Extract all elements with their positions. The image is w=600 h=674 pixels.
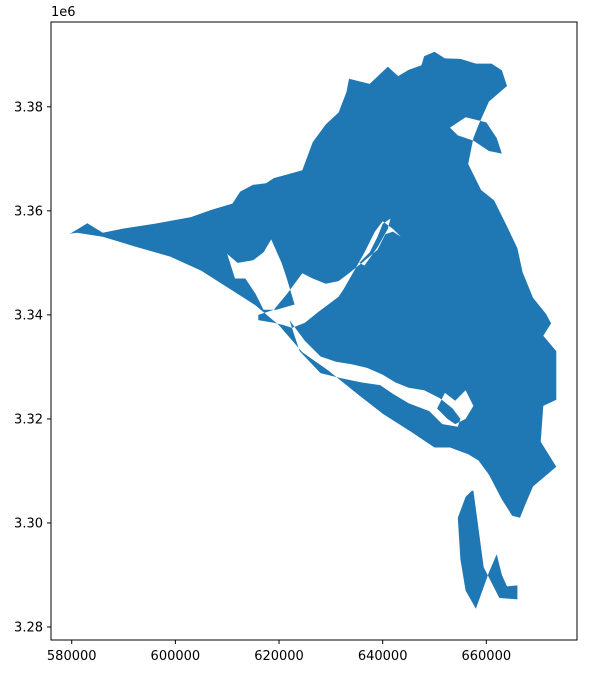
y-axis-offset-label: 1e6: [51, 5, 76, 20]
map-polygon-south-peninsula: [457, 490, 518, 609]
x-tick-label: 600000: [151, 649, 201, 664]
y-tick-label: 3.38: [14, 100, 43, 115]
x-tick-label: 580000: [47, 649, 97, 664]
x-axis: 580000 600000 620000 640000 660000: [47, 640, 511, 664]
y-tick-label: 3.28: [14, 620, 43, 635]
map-polygon-main-area: [69, 51, 557, 518]
y-tick-label: 3.30: [14, 516, 43, 531]
map-polygons: [69, 51, 557, 609]
x-tick-label: 660000: [461, 649, 511, 664]
y-tick-label: 3.34: [14, 308, 43, 323]
x-tick-label: 640000: [358, 649, 408, 664]
y-axis: 3.28 3.30 3.32 3.34 3.36 3.38: [14, 100, 51, 635]
x-tick-label: 620000: [254, 649, 304, 664]
y-tick-label: 3.36: [14, 204, 43, 219]
axes-frame: [50, 21, 578, 641]
y-tick-label: 3.32: [14, 412, 43, 427]
